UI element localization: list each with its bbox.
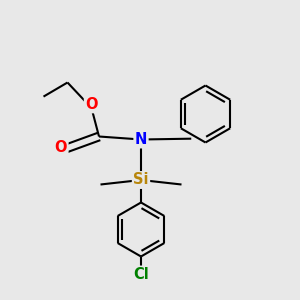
Text: Cl: Cl bbox=[133, 267, 149, 282]
Text: O: O bbox=[85, 97, 98, 112]
Text: N: N bbox=[135, 132, 147, 147]
Text: O: O bbox=[55, 140, 67, 154]
Text: Si: Si bbox=[133, 172, 149, 188]
